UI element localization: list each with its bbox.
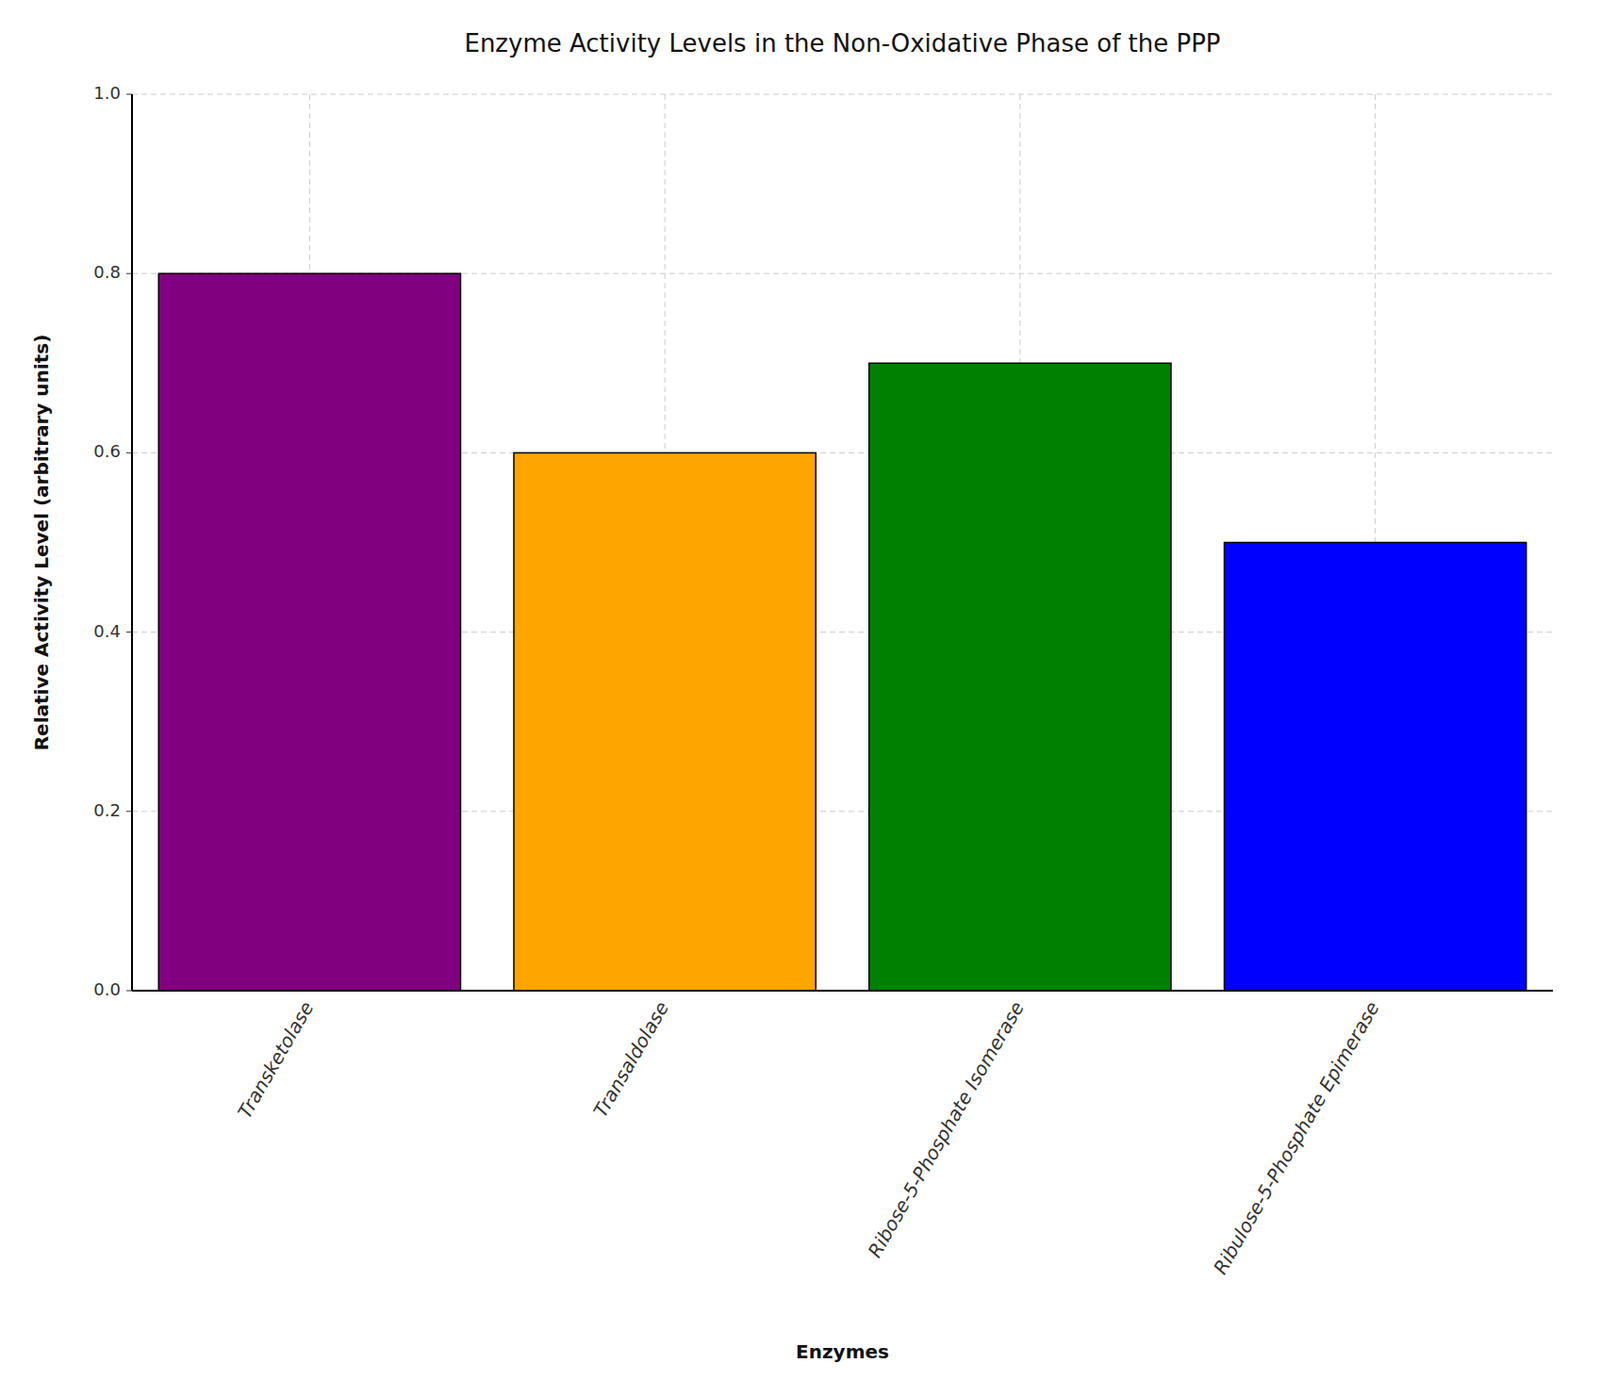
y-tick-label: 0.0 [93, 979, 121, 1000]
chart: 0.0 0.2 0.4 0.6 0.8 1.0 Transketolase Transaldo… [0, 0, 1600, 1396]
bar [869, 362, 1172, 991]
y-tick-label: 0.4 [93, 621, 121, 642]
background [0, 0, 1600, 1396]
y-axis-line [131, 94, 133, 991]
x-tick-label: Ribulose-5-Phosphate Epimerase [1208, 997, 1385, 1279]
x-tick-label: Transketolase [232, 997, 318, 1122]
x-tick-label: Transaldolase [589, 997, 675, 1122]
y-axis-label: Relative Activity Level (arbitrary units… [30, 334, 53, 752]
bars [158, 273, 1526, 991]
y-tick-label: 0.2 [93, 800, 121, 821]
x-tick-label: Ribose-5-Phosphate Isomerase [863, 997, 1029, 1262]
x-axis-label: Enzymes [795, 1340, 890, 1364]
y-axis: 0.0 0.2 0.4 0.6 0.8 1.0 [93, 82, 132, 1000]
y-grid-line [131, 94, 1553, 96]
x-axis: Transketolase Transaldolase Ribose-5-Phosp… [232, 997, 1384, 1279]
bar [513, 452, 816, 991]
grid [131, 94, 1553, 991]
bar [158, 273, 461, 991]
x-axis-line [131, 989, 1553, 992]
bar [1224, 543, 1527, 992]
y-tick-label: 1.0 [93, 82, 121, 103]
y-grid-line [131, 990, 1553, 992]
y-tick-label: 0.6 [93, 441, 121, 462]
y-tick-label: 0.8 [93, 262, 121, 282]
title: Enzyme Activity Levels in the Non-Oxidat… [463, 29, 1221, 58]
